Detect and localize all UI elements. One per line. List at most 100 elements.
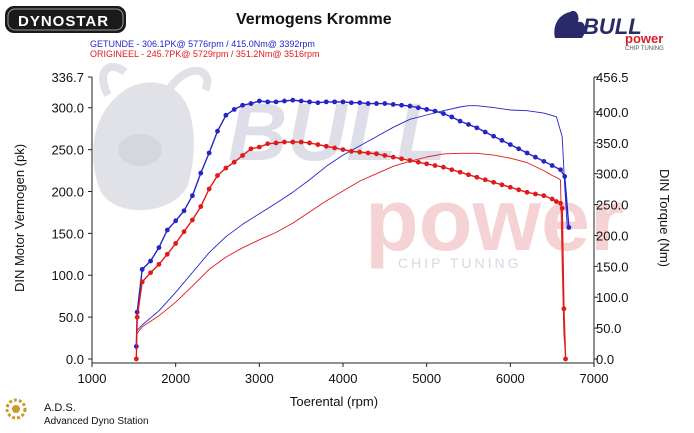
series-origineel-point: [198, 204, 204, 209]
series-origineel-point: [491, 179, 496, 185]
y-tick-label-left: 150.0: [51, 226, 84, 241]
series-getunde-point: [482, 129, 488, 135]
y-axis-right: 456.5 400.0 350.0 300.0 250.0 200.0 150.0 100.0…: [593, 70, 629, 367]
series-origineel-point: [482, 177, 488, 183]
series-origineel-point: [399, 156, 404, 162]
series-origineel-point: [134, 314, 140, 320]
series-origineel-point: [139, 279, 145, 285]
series-getunde-point: [558, 167, 563, 173]
series-getunde-point: [399, 102, 404, 108]
series-getunde-point: [307, 99, 312, 105]
series-getunde-point: [265, 99, 271, 105]
series-getunde-torque-line: [135, 105, 568, 332]
series-origineel-point: [390, 154, 396, 160]
y-tick-label-right: 150.0: [596, 259, 629, 274]
y-axis-left: 336.7 300.0 250.0 200.0 150.0 100.0 50.0 0.0: [51, 70, 93, 367]
bull-head-logo-icon: [554, 10, 586, 38]
series-getunde-point: [541, 158, 547, 164]
series-getunde-point: [524, 150, 530, 156]
series-origineel-point: [315, 142, 321, 147]
y-tick-label-left: 300.0: [51, 101, 84, 116]
series-getunde-point: [148, 258, 153, 264]
series-origineel-point: [265, 141, 271, 147]
series-origineel-point: [206, 186, 212, 192]
series-origineel-point: [357, 149, 363, 155]
series-layer: [133, 97, 572, 362]
series-getunde-point: [424, 107, 430, 112]
series-origineel-point: [563, 356, 568, 362]
series-origineel-point: [449, 167, 455, 173]
series-getunde-point: [491, 133, 496, 139]
series-origineel-point: [457, 169, 463, 175]
series-origineel-point: [290, 139, 296, 145]
series-origineel-point: [273, 140, 279, 146]
series-origineel-point: [516, 187, 522, 193]
series-getunde-point: [231, 107, 237, 112]
ads-logo: A.D.S. Advanced Dyno Station: [5, 398, 149, 427]
chart-title: Vermogens Kromme: [236, 11, 392, 28]
bull-power-logo: BULL power CHIP TUNING: [554, 10, 664, 52]
series-getunde-point: [516, 146, 522, 152]
series-getunde-point: [323, 99, 329, 105]
series-getunde-point: [173, 218, 179, 224]
watermark-tag: CHIP TUNING: [398, 255, 522, 271]
series-origineel-point: [323, 143, 329, 149]
series-getunde-point: [190, 193, 195, 199]
series-getunde-point: [315, 100, 321, 106]
series-origineel-torque-line: [135, 152, 567, 356]
logo-tag-text: CHIP TUNING: [625, 46, 664, 52]
series-getunde-point: [256, 98, 262, 104]
y-tick-label-right: 200.0: [596, 228, 629, 243]
x-tick-label: 4000: [329, 371, 358, 386]
series-origineel-point: [298, 139, 304, 145]
x-axis: 1000 2000 3000 4000 5000 6000 7000: [78, 362, 608, 386]
series-origineel-point: [240, 153, 246, 158]
legend-tuned: GETUNDE - 306.1PK@ 5776rpm / 415.0Nm@ 33…: [90, 39, 315, 49]
series-getunde-point: [382, 101, 388, 106]
y-tick-label-right: 350.0: [596, 136, 629, 151]
logo-power-text: power: [625, 31, 663, 46]
series-origineel-point: [559, 205, 565, 211]
x-tick-label: 6000: [496, 371, 525, 386]
dynostar-logo-text: DYNOSTAR: [18, 13, 109, 30]
bull-head-watermark-icon: [93, 63, 212, 211]
y-tick-label-right: 456.5: [596, 70, 629, 85]
ads-code: A.D.S.: [44, 402, 76, 414]
y-axis-title-right: DIN Torque (Nm): [657, 169, 672, 267]
ads-name: Advanced Dyno Station: [44, 416, 149, 427]
series-getunde-point: [365, 101, 371, 106]
series-getunde-point: [533, 154, 538, 160]
series-getunde-point: [566, 225, 572, 230]
series-getunde-point: [549, 163, 555, 168]
series-getunde-point: [441, 111, 446, 117]
series-getunde-point: [298, 98, 304, 104]
series-origineel-point: [173, 241, 179, 246]
series-getunde-point: [206, 150, 212, 156]
series-origineel-point: [340, 147, 346, 153]
series-getunde-point: [139, 266, 145, 272]
x-axis-title: Toerental (rpm): [290, 394, 378, 409]
series-origineel-point: [415, 159, 421, 165]
series-origineel-point: [156, 261, 162, 267]
series-origineel-point: [424, 161, 430, 167]
y-tick-label-right: 50.0: [596, 321, 621, 336]
y-tick-label-right: 0.0: [596, 352, 614, 367]
series-origineel-point: [553, 199, 559, 204]
series-origineel-point: [541, 193, 547, 199]
series-getunde-point: [449, 114, 455, 120]
series-getunde-point: [407, 103, 413, 109]
series-getunde-point: [223, 112, 229, 118]
bull-power-watermark: BULL power CHIP TUNING: [93, 63, 624, 271]
y-tick-label-left: 336.7: [51, 70, 84, 85]
series-getunde-point: [348, 100, 354, 106]
x-tick-label: 3000: [245, 371, 274, 386]
series-getunde-point: [507, 142, 513, 147]
y-tick-label-right: 100.0: [596, 290, 629, 305]
series-origineel-point: [499, 182, 505, 188]
series-origineel-point: [223, 165, 229, 171]
series-origineel-point: [256, 144, 262, 150]
series-getunde-point: [290, 97, 296, 103]
series-getunde-point: [156, 245, 162, 251]
series-origineel-point: [432, 163, 438, 168]
